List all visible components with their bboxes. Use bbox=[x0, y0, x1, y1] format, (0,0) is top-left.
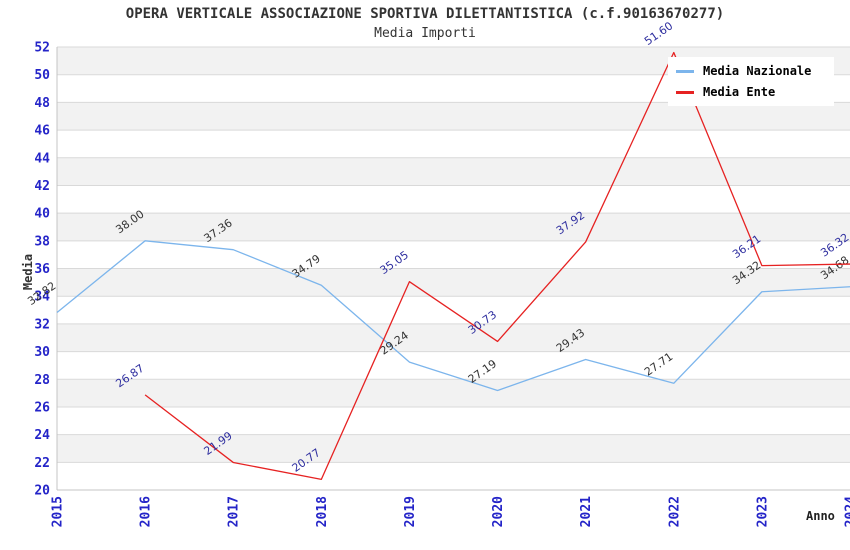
line-swatch-icon bbox=[676, 90, 694, 94]
x-axis-title: Anno bbox=[806, 509, 835, 523]
y-tick-label: 36 bbox=[34, 262, 50, 277]
data-label: 51.60 bbox=[642, 19, 675, 48]
series-line-media-nazionale bbox=[56, 240, 850, 392]
y-tick-label: 40 bbox=[34, 207, 50, 222]
y-tick-label: 32 bbox=[34, 317, 50, 332]
x-tick-label: 2018 bbox=[315, 496, 330, 527]
y-tick-label: 48 bbox=[34, 96, 50, 111]
grid-band bbox=[57, 102, 850, 131]
y-tick-label: 44 bbox=[34, 151, 50, 166]
grid-band bbox=[57, 213, 850, 241]
legend-label: Media Ente bbox=[703, 85, 776, 99]
x-tick-label: 2021 bbox=[579, 496, 594, 527]
y-tick-label: 52 bbox=[34, 41, 50, 56]
y-tick-label: 22 bbox=[34, 456, 50, 471]
legend: Media Nazionale Media Ente bbox=[668, 57, 834, 106]
grid-band bbox=[57, 434, 850, 463]
legend-item-media-ente: Media Ente bbox=[676, 85, 826, 99]
x-tick-label: 2019 bbox=[403, 496, 418, 527]
y-tick-label: 50 bbox=[34, 68, 50, 83]
y-tick-label: 46 bbox=[34, 124, 50, 139]
grid-band bbox=[57, 323, 850, 352]
chart-subtitle: Media Importi bbox=[374, 26, 476, 41]
y-tick-label: 20 bbox=[34, 484, 50, 499]
line-swatch-icon bbox=[676, 69, 694, 73]
grid-band bbox=[57, 379, 850, 407]
data-label: 27.71 bbox=[642, 350, 675, 379]
chart-title: OPERA VERTICALE ASSOCIAZIONE SPORTIVA DI… bbox=[125, 6, 725, 22]
legend-label: Media Nazionale bbox=[703, 64, 812, 78]
y-tick-label: 28 bbox=[34, 373, 50, 388]
grid-band bbox=[57, 268, 850, 297]
y-tick-label: 26 bbox=[34, 400, 50, 415]
x-tick-label: 2020 bbox=[491, 496, 506, 527]
series-line-media-ente bbox=[144, 51, 850, 480]
x-tick-label: 2017 bbox=[227, 496, 242, 527]
x-tick-label: 2016 bbox=[139, 496, 154, 527]
legend-item-media-nazionale: Media Nazionale bbox=[676, 64, 826, 78]
y-tick-label: 42 bbox=[34, 179, 50, 194]
x-tick-label: 2023 bbox=[755, 496, 770, 527]
y-tick-label: 30 bbox=[34, 345, 50, 360]
y-axis-title: Media bbox=[21, 253, 35, 291]
x-tick-label: 2022 bbox=[667, 496, 682, 527]
y-tick-label: 24 bbox=[34, 428, 50, 443]
grid-band bbox=[57, 157, 850, 186]
y-tick-label: 34 bbox=[34, 290, 50, 305]
x-tick-label: 2024 bbox=[844, 496, 850, 527]
x-tick-label: 2015 bbox=[51, 496, 66, 527]
y-tick-label: 38 bbox=[34, 234, 50, 249]
